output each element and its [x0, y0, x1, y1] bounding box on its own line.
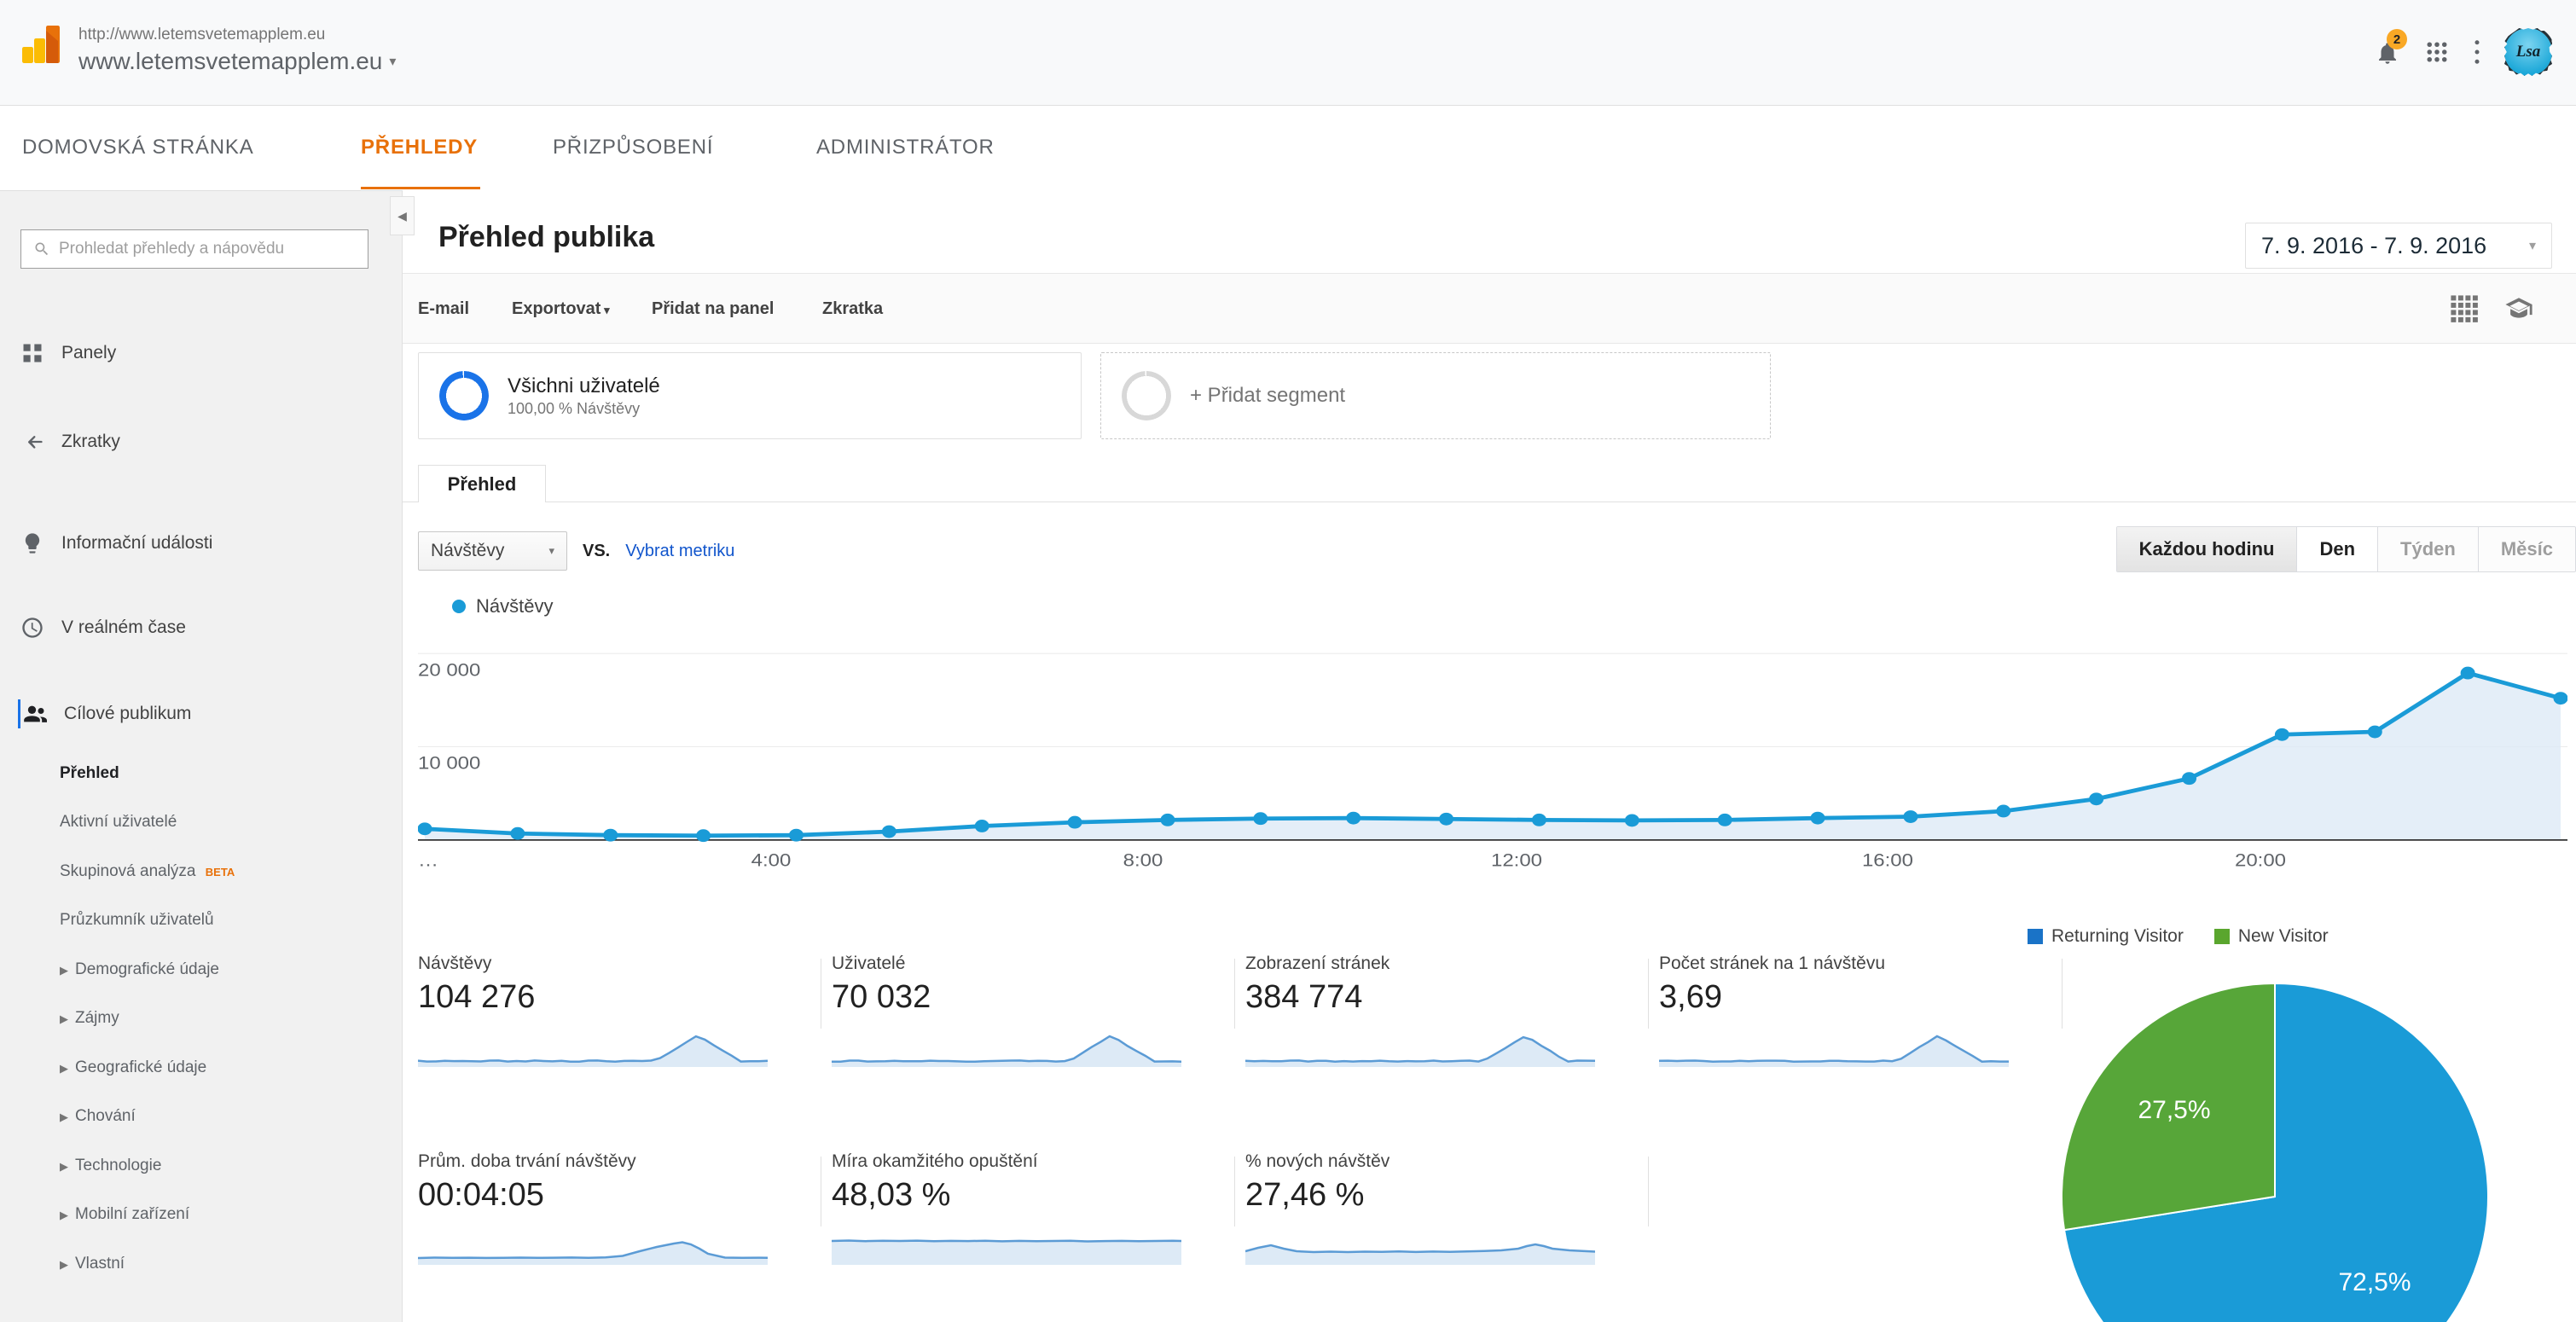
svg-text:20:00: 20:00	[2235, 850, 2286, 870]
svg-text:4:00: 4:00	[751, 850, 792, 870]
svg-text:10 000: 10 000	[418, 753, 480, 773]
svg-text:16:00: 16:00	[1862, 850, 1913, 870]
svg-text:8:00: 8:00	[1123, 850, 1163, 870]
svg-text:20 000: 20 000	[418, 660, 480, 680]
svg-text:27,5%: 27,5%	[2138, 1096, 2210, 1124]
svg-text:…: …	[418, 850, 438, 870]
svg-text:72,5%: 72,5%	[2338, 1268, 2411, 1296]
svg-text:12:00: 12:00	[1491, 850, 1542, 870]
